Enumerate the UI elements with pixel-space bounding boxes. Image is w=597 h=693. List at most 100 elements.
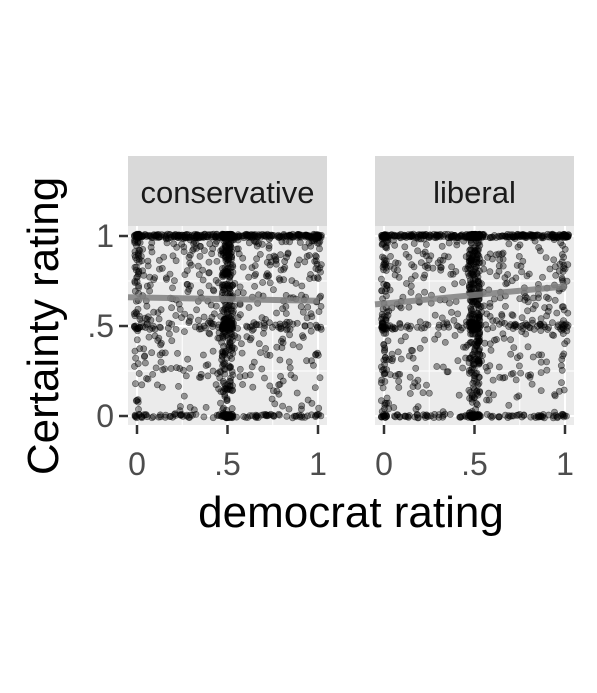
data-point — [132, 354, 139, 362]
data-point — [379, 366, 386, 374]
data-point — [185, 319, 193, 326]
data-point — [388, 350, 396, 358]
data-point — [146, 273, 154, 281]
data-point — [405, 303, 413, 311]
data-point — [297, 405, 305, 413]
data-point — [202, 403, 210, 411]
data-point — [307, 271, 314, 278]
data-point — [315, 234, 323, 241]
data-point — [237, 340, 245, 348]
data-point — [134, 270, 142, 278]
data-point — [459, 364, 466, 372]
data-point — [539, 273, 546, 281]
data-point — [257, 349, 264, 356]
data-point — [560, 413, 568, 421]
data-point — [453, 241, 461, 249]
data-point — [221, 412, 229, 420]
data-point — [196, 252, 204, 260]
data-point — [252, 414, 260, 421]
data-point — [518, 268, 525, 276]
data-point — [186, 259, 194, 267]
data-point — [439, 363, 447, 371]
data-point — [134, 252, 142, 260]
data-point — [214, 279, 222, 287]
data-point — [147, 243, 155, 251]
data-point — [312, 351, 319, 359]
data-point — [258, 365, 266, 373]
data-point — [282, 310, 290, 317]
data-point — [299, 308, 307, 316]
data-point — [467, 285, 475, 293]
data-point — [180, 392, 188, 400]
data-point — [556, 260, 564, 268]
data-point — [182, 372, 190, 380]
data-point — [185, 231, 192, 239]
data-point — [406, 390, 414, 397]
data-point — [524, 343, 532, 351]
data-point — [380, 239, 387, 247]
facet-label-1: liberal — [433, 175, 516, 210]
data-point — [393, 411, 401, 419]
data-point — [268, 395, 276, 403]
data-point — [387, 252, 394, 260]
data-point — [136, 247, 144, 254]
data-point — [414, 414, 422, 422]
data-point — [471, 412, 479, 420]
data-point — [181, 271, 189, 278]
data-point — [134, 398, 142, 406]
data-point — [312, 252, 319, 259]
data-point — [242, 231, 250, 239]
data-point — [285, 358, 293, 366]
data-point — [255, 340, 263, 348]
data-point — [168, 320, 176, 328]
data-point — [245, 273, 253, 281]
data-point — [186, 313, 194, 321]
data-point — [299, 334, 307, 341]
data-point — [495, 413, 502, 421]
data-point — [523, 294, 531, 302]
data-point — [175, 382, 182, 390]
data-point — [258, 314, 266, 321]
data-point — [187, 411, 194, 419]
data-point — [446, 410, 454, 418]
data-point — [431, 335, 439, 343]
data-point — [435, 411, 443, 418]
data-point — [168, 337, 176, 345]
data-point — [307, 242, 315, 250]
data-point — [280, 265, 288, 273]
data-point — [194, 316, 202, 324]
data-point — [518, 314, 526, 322]
data-point — [169, 413, 177, 421]
data-point — [469, 351, 477, 358]
data-point — [309, 361, 317, 369]
data-point — [276, 233, 284, 240]
data-point — [546, 265, 554, 273]
data-point — [263, 351, 271, 359]
data-point — [469, 318, 476, 326]
data-point — [551, 408, 558, 416]
data-point — [262, 345, 269, 352]
data-point — [189, 411, 196, 419]
data-point — [202, 362, 210, 369]
data-point — [306, 321, 314, 329]
data-point — [540, 321, 548, 329]
data-point — [172, 312, 180, 319]
data-point — [475, 357, 483, 365]
data-point — [138, 381, 146, 389]
data-point — [143, 375, 150, 382]
data-point — [394, 348, 402, 356]
data-point — [416, 344, 424, 352]
data-point — [543, 366, 551, 374]
data-point — [256, 250, 264, 258]
data-point — [445, 323, 453, 331]
data-point — [414, 247, 421, 255]
data-point — [283, 412, 291, 420]
data-point — [209, 286, 217, 294]
y-tick-label-2: 0 — [96, 398, 114, 434]
data-point — [380, 312, 388, 320]
data-point — [423, 261, 431, 269]
data-point — [144, 313, 152, 321]
data-point — [155, 231, 163, 239]
data-point — [529, 231, 537, 239]
data-point — [532, 414, 540, 421]
